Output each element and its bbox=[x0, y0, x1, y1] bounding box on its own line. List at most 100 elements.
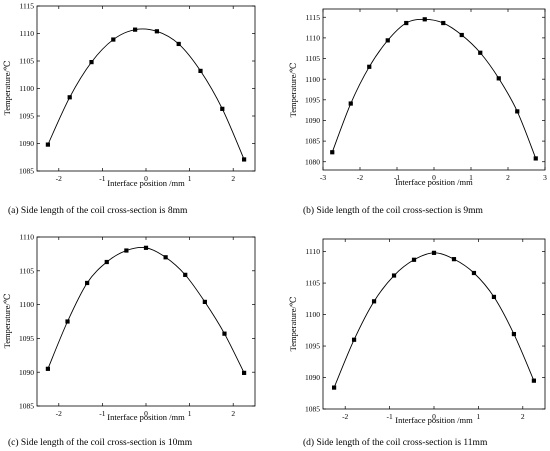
y-tick-label: 1110 bbox=[20, 233, 35, 242]
y-tick-label: 1090 bbox=[305, 373, 320, 382]
y-tick-label: 1090 bbox=[19, 368, 34, 377]
data-point-marker bbox=[496, 76, 501, 81]
x-tick-label: -3 bbox=[320, 173, 326, 182]
y-tick-label: 1115 bbox=[306, 13, 321, 22]
panel-caption: (b) Side length of the coil cross-sectio… bbox=[303, 205, 484, 216]
x-axis-label: Interface position /mm bbox=[107, 412, 185, 422]
data-point-marker bbox=[183, 272, 188, 277]
y-tick-label: 1090 bbox=[19, 139, 34, 148]
data-point-marker bbox=[202, 299, 207, 304]
x-tick-label: 1 bbox=[188, 174, 192, 183]
y-tick-label: 1105 bbox=[305, 279, 320, 288]
x-tick-label: 1 bbox=[188, 409, 192, 418]
panel-caption: (c) Side length of the coil cross-sectio… bbox=[8, 437, 193, 448]
y-axis-label: Temperature/℃ bbox=[2, 294, 12, 349]
plot-frame bbox=[36, 5, 256, 172]
y-axis-label: Temperature/℃ bbox=[288, 297, 298, 352]
y-tick-label: 1095 bbox=[305, 342, 320, 351]
x-tick-label: -1 bbox=[394, 173, 400, 182]
y-tick-label: 1100 bbox=[19, 300, 34, 309]
data-point-marker bbox=[242, 157, 247, 162]
x-tick-label: 2 bbox=[231, 174, 235, 183]
x-tick-label: -1 bbox=[386, 412, 392, 421]
x-tick-label: -2 bbox=[342, 412, 348, 421]
chart-panel-a: -2 -1 0 1 2 1085 1090 1095 1100 1105 1110 1115 Inter… bbox=[2, 2, 256, 216]
series-line bbox=[331, 18, 537, 159]
data-point-marker bbox=[491, 294, 497, 300]
y-tick-label: 1110 bbox=[20, 29, 35, 38]
chart-panel-d: -2 -1 0 1 2 1085 1090 1095 1100 1105 1110 Interface… bbox=[288, 238, 546, 448]
x-tick-label: 1 bbox=[469, 173, 473, 182]
data-point-marker bbox=[533, 156, 538, 161]
x-tick-label: 1 bbox=[477, 412, 481, 421]
data-point-marker bbox=[154, 29, 159, 34]
data-point-marker bbox=[422, 17, 427, 22]
data-point-marker bbox=[242, 370, 247, 375]
x-tick-label: 0 bbox=[144, 174, 148, 183]
data-point-marker bbox=[431, 250, 437, 255]
data-point-marker bbox=[198, 68, 203, 73]
plot-frame bbox=[36, 236, 256, 407]
data-point-marker bbox=[478, 50, 483, 55]
data-point-marker bbox=[143, 245, 149, 250]
y-tick-label: 1110 bbox=[306, 247, 321, 256]
plot-frame bbox=[322, 238, 546, 410]
x-tick-label: 3 bbox=[543, 173, 547, 182]
data-point-marker bbox=[89, 60, 94, 65]
data-point-marker bbox=[330, 150, 335, 155]
data-point-marker bbox=[220, 106, 225, 111]
y-axis-label: Temperature/℃ bbox=[288, 63, 298, 118]
y-tick-label: 1095 bbox=[19, 334, 34, 343]
data-point-marker bbox=[124, 248, 129, 253]
data-point-marker bbox=[515, 109, 520, 114]
series-line bbox=[47, 28, 245, 160]
x-tick-label: -2 bbox=[56, 409, 62, 418]
data-point-marker bbox=[385, 38, 390, 43]
data-point-marker bbox=[511, 331, 517, 337]
data-point-marker bbox=[391, 273, 397, 278]
y-tick-label: 1100 bbox=[305, 310, 320, 319]
data-point-marker bbox=[351, 337, 357, 342]
y-tick-label: 1090 bbox=[305, 116, 320, 125]
y-tick-label: 1105 bbox=[305, 54, 320, 63]
panel-caption: (a) Side length of the coil cross-sectio… bbox=[8, 205, 188, 216]
data-point-marker bbox=[471, 270, 477, 276]
data-point-marker bbox=[404, 20, 409, 26]
data-point-marker bbox=[348, 101, 353, 106]
series-line bbox=[47, 246, 245, 374]
y-tick-label: 1105 bbox=[19, 57, 34, 66]
y-tick-label: 1105 bbox=[19, 266, 34, 275]
data-point-marker bbox=[222, 331, 227, 336]
y-tick-label: 1085 bbox=[305, 137, 320, 146]
x-axis-label: Interface position /mm bbox=[107, 178, 185, 188]
y-tick-label: 1110 bbox=[306, 33, 321, 42]
data-point-marker bbox=[459, 32, 464, 38]
x-tick-label: 2 bbox=[506, 173, 510, 182]
data-point-marker bbox=[176, 41, 181, 47]
x-tick-label: 0 bbox=[432, 412, 436, 421]
x-tick-label: -1 bbox=[99, 409, 105, 418]
data-point-marker bbox=[67, 95, 72, 100]
data-point-marker bbox=[45, 366, 50, 371]
x-tick-label: -2 bbox=[56, 174, 62, 183]
data-point-marker bbox=[531, 378, 536, 383]
x-axis-label: Interface position /mm bbox=[395, 177, 473, 187]
data-point-marker bbox=[332, 385, 337, 390]
data-point-marker bbox=[367, 64, 372, 69]
x-axis-label: Interface position /mm bbox=[395, 415, 473, 425]
y-tick-label: 1100 bbox=[19, 84, 34, 93]
x-tick-label: 2 bbox=[521, 412, 525, 421]
y-tick-label: 1115 bbox=[20, 2, 35, 11]
x-tick-label: 0 bbox=[144, 409, 148, 418]
data-point-marker bbox=[111, 37, 116, 42]
series-line bbox=[333, 252, 535, 388]
data-point-marker bbox=[133, 27, 138, 32]
data-point-marker bbox=[441, 20, 446, 26]
data-point-marker bbox=[85, 280, 90, 286]
y-tick-label: 1095 bbox=[305, 95, 320, 104]
y-tick-label: 1100 bbox=[305, 75, 320, 84]
y-tick-label: 1080 bbox=[305, 157, 320, 166]
y-tick-label: 1095 bbox=[19, 112, 34, 121]
data-point-marker bbox=[371, 299, 377, 304]
